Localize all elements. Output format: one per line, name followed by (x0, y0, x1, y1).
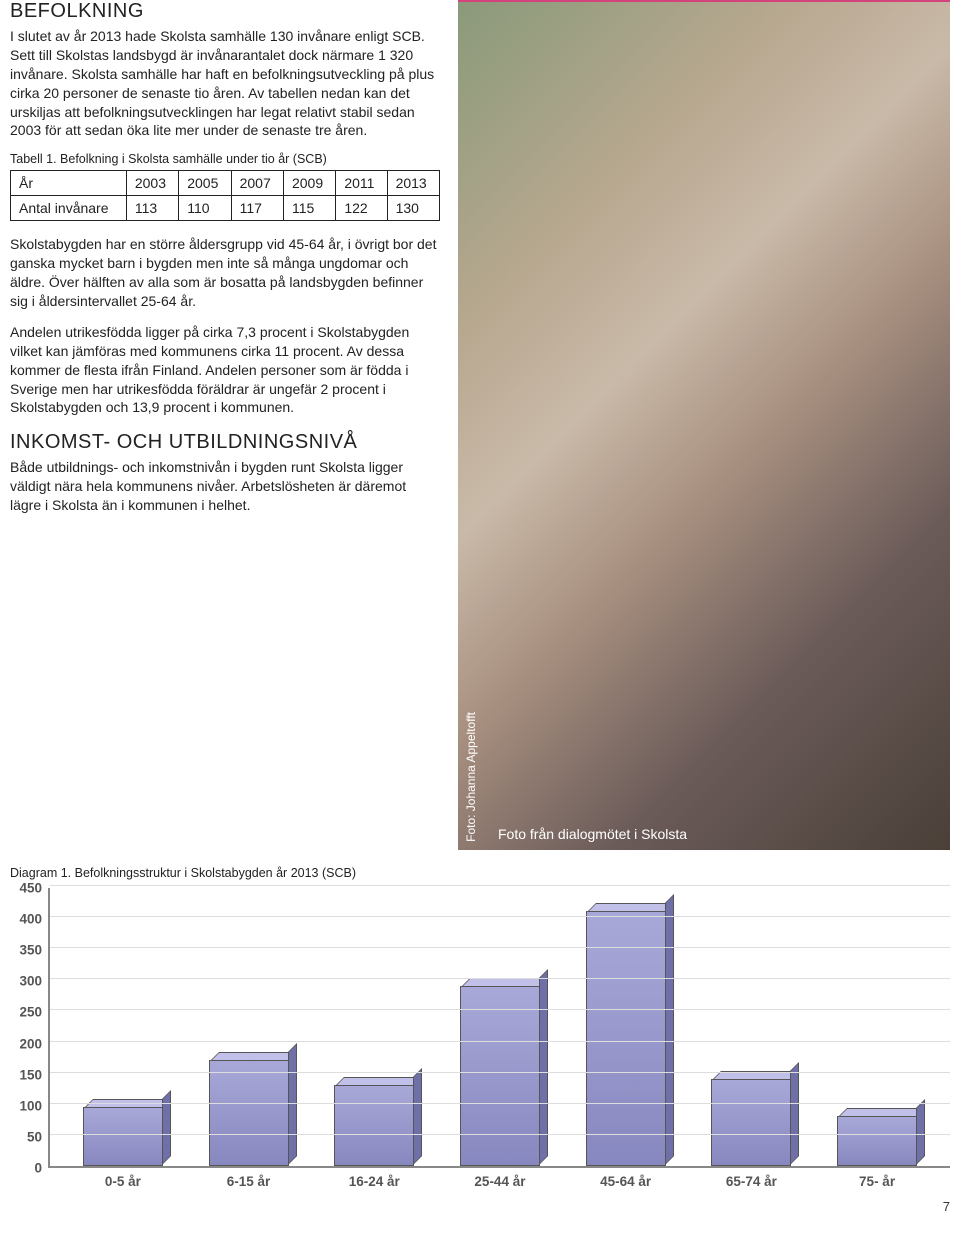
photo-placeholder: Foto: Johanna Appeltofft Foto från dialo… (458, 0, 950, 850)
chart-y-tick: 0 (34, 1161, 42, 1176)
chart-gridline (50, 947, 950, 948)
chart-gridline (50, 1134, 950, 1135)
photo-caption: Foto från dialogmötet i Skolsta (498, 826, 687, 842)
paragraph-foreign-born: Andelen utrikesfödda ligger på cirka 7,3… (10, 323, 440, 417)
table-year: 2009 (283, 171, 335, 196)
chart-x-label: 45-64 år (586, 1174, 666, 1189)
chart-gridline (50, 885, 950, 886)
chart-x-label: 6-15 år (209, 1174, 289, 1189)
chart-gridline (50, 978, 950, 979)
chart-y-tick: 300 (19, 974, 42, 989)
chart-bar (83, 1107, 163, 1166)
section-title-inkomst: INKOMST- OCH UTBILDNINGSNIVÅ (10, 431, 440, 454)
population-table: År 2003 2005 2007 2009 2011 2013 Antal i… (10, 170, 440, 221)
chart-bar (334, 1085, 414, 1166)
chart-y-tick: 100 (19, 1098, 42, 1113)
chart-x-axis: 0-5 år 6-15 år 16-24 år 25-44 år 45-64 år 65-… (10, 1168, 950, 1189)
chart-bar (837, 1116, 917, 1166)
chart-gridline (50, 916, 950, 917)
bar-chart: 450 400 350 300 250 200 150 100 50 0 0-5 år 6-15 å… (10, 884, 950, 1189)
table-year: 2005 (179, 171, 231, 196)
table-year: 2013 (387, 171, 439, 196)
chart-y-tick: 400 (19, 912, 42, 927)
table-caption: Tabell 1. Befolkning i Skolsta samhälle … (10, 152, 440, 166)
chart-gridline (50, 1103, 950, 1104)
table-row-label: Antal invånare (11, 196, 127, 221)
table-cell: 117 (231, 196, 283, 221)
chart-y-tick: 250 (19, 1005, 42, 1020)
section-title-befolkning: BEFOLKNING (10, 0, 440, 23)
page-number: 7 (10, 1199, 950, 1214)
chart-y-tick: 200 (19, 1036, 42, 1051)
paragraph-befolkning-intro: I slutet av år 2013 hade Skolsta samhäll… (10, 27, 440, 140)
chart-x-label: 65-74 år (711, 1174, 791, 1189)
chart-x-label: 25-44 år (460, 1174, 540, 1189)
paragraph-inkomst: Både utbildnings- och inkomstnivån i byg… (10, 458, 440, 515)
table-cell: 110 (179, 196, 231, 221)
chart-y-tick: 450 (19, 881, 42, 896)
chart-gridline (50, 1041, 950, 1042)
chart-gridline (50, 1009, 950, 1010)
chart-x-label: 0-5 år (83, 1174, 163, 1189)
table-cell: 113 (126, 196, 178, 221)
chart-y-axis: 450400350300250200150100500 (10, 888, 50, 1168)
table-year: 2011 (336, 171, 387, 196)
chart-plot-area (50, 888, 950, 1168)
chart-y-tick: 350 (19, 943, 42, 958)
chart-y-tick: 50 (27, 1129, 42, 1144)
photo-credit: Foto: Johanna Appeltofft (464, 712, 478, 842)
table-year: 2007 (231, 171, 283, 196)
paragraph-age-groups: Skolstabygden har en större åldersgrupp … (10, 235, 440, 311)
chart-gridline (50, 1072, 950, 1073)
table-year: 2003 (126, 171, 178, 196)
table-cell: 115 (283, 196, 335, 221)
table-cell: 130 (387, 196, 439, 221)
chart-x-label: 75- år (837, 1174, 917, 1189)
chart-bar (711, 1079, 791, 1166)
chart-bar (460, 986, 540, 1166)
table-header-label: År (11, 171, 127, 196)
chart-bar (209, 1060, 289, 1166)
chart-bar (586, 911, 666, 1166)
table-cell: 122 (336, 196, 387, 221)
chart-x-label: 16-24 år (334, 1174, 414, 1189)
diagram-caption: Diagram 1. Befolkningsstruktur i Skolsta… (10, 866, 950, 880)
chart-y-tick: 150 (19, 1067, 42, 1082)
